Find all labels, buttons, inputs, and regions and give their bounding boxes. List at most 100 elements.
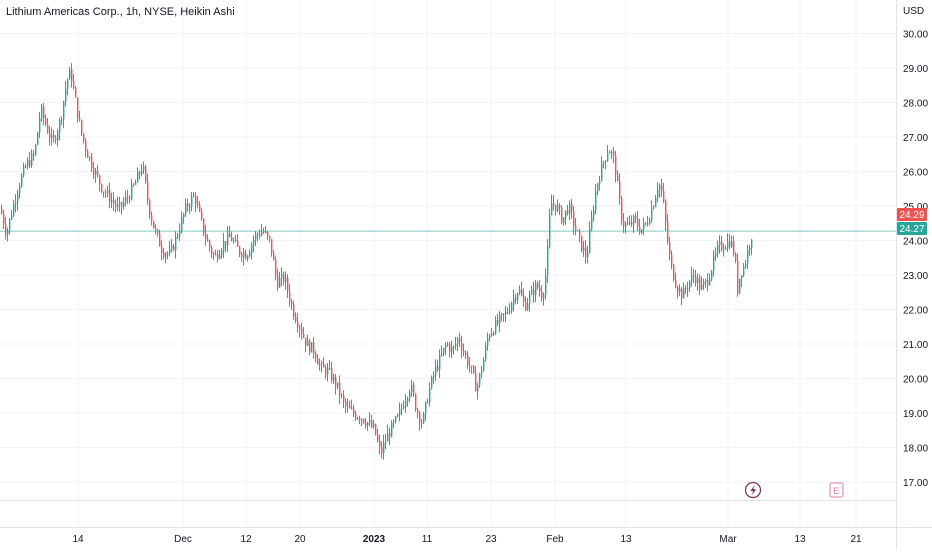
candle-body: [77, 97, 79, 118]
candle-body: [639, 226, 641, 233]
earnings-marker[interactable]: E: [829, 482, 844, 498]
candle-body: [649, 220, 651, 225]
candle-body: [305, 337, 307, 346]
candle-body: [115, 203, 117, 207]
price-badge-upper: [897, 208, 927, 221]
candle-body: [427, 402, 429, 404]
candle-body: [43, 106, 45, 119]
candle-body: [205, 233, 207, 239]
candle-body: [711, 270, 713, 279]
candle-body: [129, 198, 131, 200]
candle-body: [125, 197, 127, 203]
y-tick-label: 27.00: [903, 133, 928, 144]
candle-body: [263, 231, 265, 233]
candle-body: [605, 160, 607, 163]
candle-body: [23, 166, 25, 176]
candle-body: [563, 217, 565, 223]
candle-body: [725, 248, 727, 250]
candle-body: [645, 222, 647, 224]
candle-body: [451, 347, 453, 352]
candle-body: [181, 217, 183, 232]
candle-body: [505, 311, 507, 315]
candle-body: [287, 277, 289, 292]
candle-body: [747, 250, 749, 264]
candle-body: [699, 278, 701, 290]
candle-body: [601, 163, 603, 181]
candle-body: [429, 387, 431, 403]
candle-body: [269, 236, 271, 240]
candle-body: [329, 367, 331, 369]
candle-body: [493, 333, 495, 335]
candle-body: [355, 413, 357, 419]
candle-body: [627, 223, 629, 225]
candle-body: [327, 368, 329, 375]
x-tick-label: 13: [620, 534, 632, 545]
candle-body: [259, 234, 261, 236]
candle-body: [371, 420, 373, 427]
currency-label: USD: [903, 6, 924, 17]
candle-body: [133, 184, 135, 186]
candle-body: [307, 340, 309, 346]
candle-body: [729, 240, 731, 247]
candle-body: [479, 373, 481, 386]
candle-body: [245, 252, 247, 259]
candle-body: [377, 434, 379, 441]
candle-body: [87, 150, 89, 158]
candle-body: [121, 202, 123, 207]
candle-body: [709, 278, 711, 285]
candle-body: [415, 394, 417, 411]
candle-body: [433, 374, 435, 377]
candle-body: [247, 256, 249, 259]
candle-body: [265, 231, 267, 233]
candle-body: [407, 398, 409, 402]
candle-body: [303, 334, 305, 338]
candle-body: [575, 226, 577, 231]
candle-body: [553, 203, 555, 205]
candle-body: [603, 162, 605, 164]
candle-body: [361, 419, 363, 421]
candle-body: [399, 409, 401, 415]
candle-body: [633, 216, 635, 225]
candle-body: [193, 195, 195, 197]
candle-body: [347, 405, 349, 407]
candle-body: [257, 234, 259, 236]
candle-body: [665, 201, 667, 223]
candle-body: [209, 241, 211, 248]
candle-body: [535, 283, 537, 296]
lightning-icon[interactable]: [744, 481, 762, 499]
candle-body: [513, 297, 515, 304]
candle-body: [199, 204, 201, 212]
candle-body: [379, 440, 381, 447]
candle-body: [49, 132, 51, 139]
candle-body: [625, 223, 627, 227]
candle-body: [619, 181, 621, 199]
candle-body: [273, 252, 275, 261]
candle-body: [393, 421, 395, 423]
candle-body: [27, 160, 29, 167]
candle-body: [39, 117, 41, 133]
candle-body: [141, 170, 143, 174]
candle-body: [111, 200, 113, 203]
candle-body: [697, 278, 699, 284]
grid: [0, 0, 896, 527]
candle-body: [691, 275, 693, 281]
candle-body: [183, 214, 185, 218]
candle-body: [683, 288, 685, 299]
candle-body: [719, 241, 721, 246]
candle-body: [721, 241, 723, 250]
candle-body: [211, 247, 213, 254]
candle-body: [555, 204, 557, 211]
candle-body: [745, 263, 747, 267]
candle-body: [179, 231, 181, 236]
candle-body: [741, 275, 743, 279]
y-tick-label: 22.00: [903, 306, 928, 317]
candle-body: [251, 244, 253, 253]
candle-body: [45, 118, 47, 125]
candle-body: [587, 252, 589, 258]
candle-body: [495, 320, 497, 334]
candle-body: [685, 288, 687, 290]
candle-body: [739, 278, 741, 293]
candle-body: [203, 218, 205, 234]
